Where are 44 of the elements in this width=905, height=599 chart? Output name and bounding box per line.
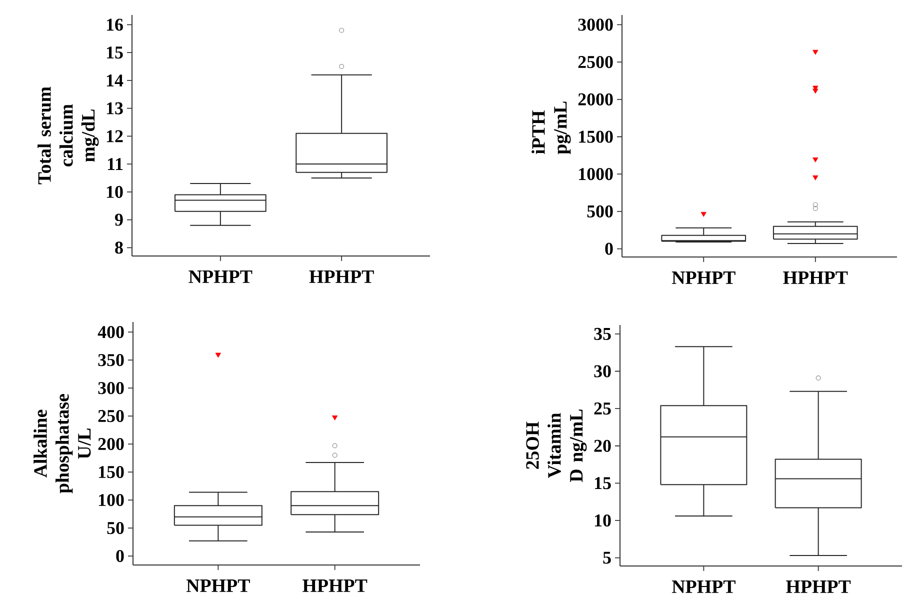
y-tick-label: 3000 (578, 18, 613, 31)
x-tick-label: NPHPT (188, 270, 252, 283)
y-tick-label: 20 (594, 440, 611, 452)
y-tick-label: 35 (594, 328, 611, 340)
y-tick-label: 30 (594, 365, 611, 378)
y-tick-label: 150 (99, 466, 124, 478)
y-tick-label: 0 (605, 242, 613, 255)
x-tick-label: NPHPT (672, 272, 736, 284)
x-tick-label: HPHPT (786, 580, 851, 593)
x-tick-label: HPHPT (302, 580, 368, 592)
y-tick-label: 300 (98, 382, 124, 394)
y-tick-label: 400 (98, 326, 124, 338)
y-axis-title: Alkaline phosphatase U/L (34, 394, 91, 494)
y-tick-label: 15 (594, 477, 611, 490)
y-axis-title: iPTH pg/mL (532, 102, 571, 154)
y-tick-label: 100 (99, 494, 124, 506)
y-tick-label: 1500 (579, 130, 613, 143)
y-tick-label: 250 (98, 410, 124, 422)
x-tick-label: HPHPT (783, 272, 848, 284)
y-tick-label: 10 (106, 186, 123, 198)
y-tick-label: 350 (98, 354, 124, 366)
y-tick-label: 200 (98, 438, 124, 450)
y-tick-label: 8 (115, 242, 123, 254)
x-tick-label: HPHPT (309, 270, 374, 283)
y-tick-label: 5 (603, 552, 611, 564)
y-tick-label: 25 (594, 402, 611, 415)
y-tick-label: 14 (106, 74, 124, 86)
x-tick-label: NPHPT (186, 580, 250, 592)
y-tick-label: 13 (106, 102, 123, 114)
y-tick-label: 2500 (578, 56, 613, 68)
y-tick-label: 9 (114, 214, 123, 226)
y-tick-label: 0 (116, 550, 124, 562)
y-tick-label: 2000 (578, 93, 613, 106)
y-tick-label: 50 (107, 522, 124, 534)
y-tick-label: 11 (108, 158, 123, 170)
y-tick-label: 16 (106, 18, 123, 31)
y-axis-title: Total serum calcium mg/dL (38, 86, 99, 184)
x-tick-label: NPHPT (672, 580, 736, 593)
y-tick-label: 15 (106, 46, 123, 59)
y-tick-label: 1000 (579, 168, 613, 180)
y-axis-title: 25OH Vitamin D ng/mL (526, 409, 587, 482)
y-tick-label: 10 (594, 514, 611, 527)
y-tick-label: 500 (587, 205, 613, 218)
y-tick-label: 12 (106, 130, 123, 142)
